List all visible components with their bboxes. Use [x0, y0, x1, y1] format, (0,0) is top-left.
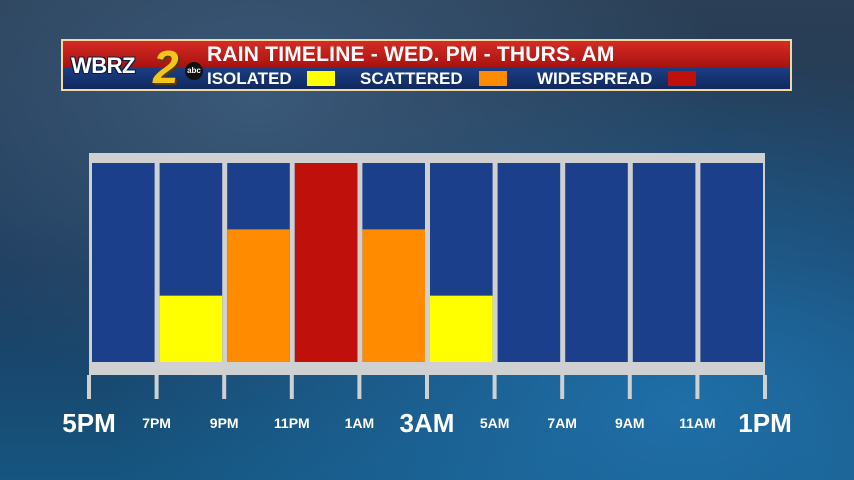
station-logo: WBRZ 2 abc	[67, 41, 203, 93]
time-tick-label: 5PM	[62, 408, 115, 438]
time-tick-label: 1PM	[738, 408, 791, 438]
tick-mark	[695, 375, 700, 399]
logo-channel-number: 2	[153, 41, 179, 93]
time-tick-label: 9PM	[210, 415, 239, 431]
rain-bar-scattered	[362, 229, 425, 362]
time-tick-label: 7AM	[547, 415, 577, 431]
time-tick-label: 5AM	[480, 415, 510, 431]
timeline-cell	[92, 163, 155, 362]
title-band	[63, 41, 790, 67]
time-tick-label: 1AM	[345, 415, 375, 431]
tick-mark	[492, 375, 497, 399]
tick-mark	[627, 375, 632, 399]
time-tick-label: 7PM	[142, 415, 171, 431]
rain-bar-isolated	[159, 295, 223, 362]
rain-bar-isolated	[430, 295, 493, 362]
timeline-cell	[632, 163, 696, 362]
chart-title: RAIN TIMELINE - WED. PM - THURS. AM	[207, 43, 615, 66]
legend-label-isolated: ISOLATED	[207, 69, 292, 88]
time-tick-label: 11PM	[274, 415, 310, 431]
rain-bar-widespread	[294, 163, 358, 362]
legend-band	[63, 67, 790, 89]
legend-label-widespread: WIDESPREAD	[537, 69, 653, 88]
time-tick-label: 9AM	[615, 415, 645, 431]
title-banner: WBRZ 2 abc RAIN TIMELINE - WED. PM - THU…	[61, 39, 792, 93]
tick-mark	[87, 375, 91, 399]
legend-swatch-widespread	[668, 71, 696, 86]
logo-callsign: WBRZ	[71, 53, 135, 78]
tick-mark	[425, 375, 429, 399]
rain-bar-scattered	[227, 229, 290, 362]
time-tick-label: 11AM	[679, 415, 716, 431]
timeline-cell	[700, 163, 763, 362]
time-tick-label: 3AM	[400, 408, 455, 438]
tick-mark	[560, 375, 565, 399]
legend-swatch-scattered	[479, 71, 507, 86]
tick-mark	[357, 375, 362, 399]
logo-network-badge: abc	[185, 62, 203, 80]
tick-mark	[154, 375, 159, 399]
legend-label-scattered: SCATTERED	[360, 69, 463, 88]
tick-mark	[289, 375, 294, 399]
tick-mark	[222, 375, 227, 399]
timeline-cell	[565, 163, 628, 362]
timeline-cell	[497, 163, 561, 362]
legend-swatch-isolated	[307, 71, 335, 86]
tick-mark	[763, 375, 767, 399]
